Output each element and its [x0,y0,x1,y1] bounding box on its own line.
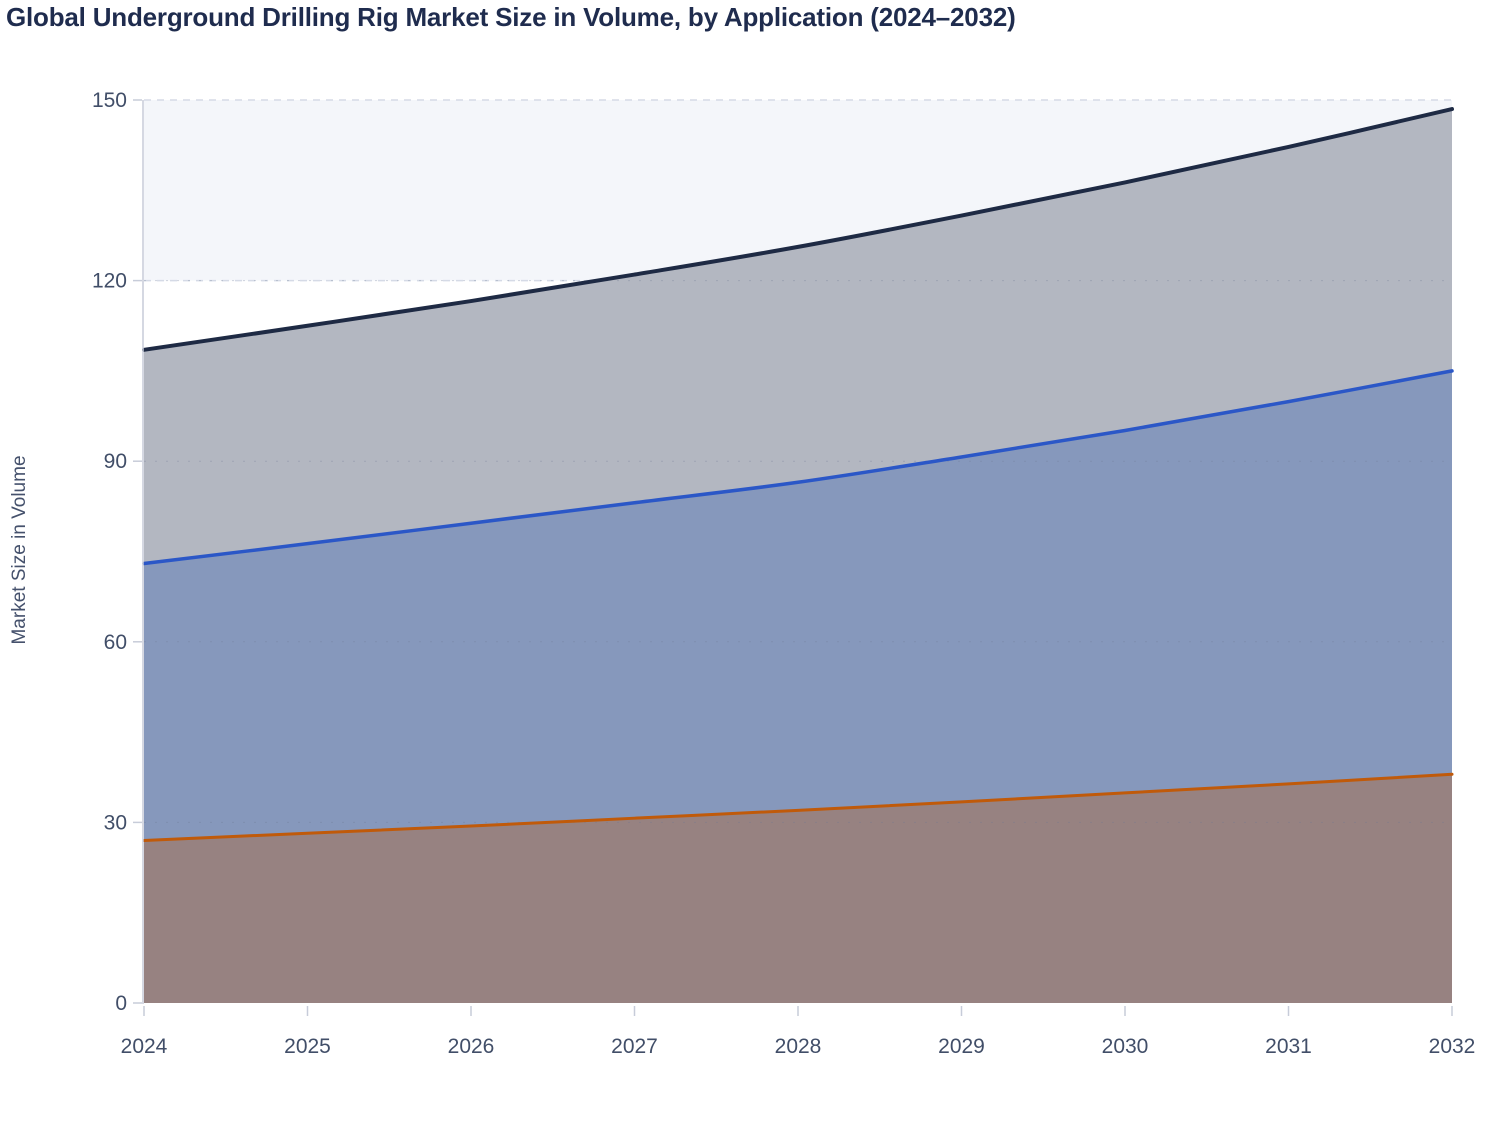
area-application-2-middle [144,370,1452,841]
line-application-2-middle [142,369,1454,566]
x-tick-label: 2029 [938,1035,985,1058]
y-tick-label: 30 [104,811,127,834]
x-tick-label: 2028 [775,1035,822,1058]
x-tick-label: 2030 [1102,1035,1149,1058]
x-tick-label: 2032 [1429,1035,1476,1058]
y-tick-label: 120 [92,270,127,293]
y-tick-label: 90 [104,450,127,473]
x-tick-label: 2024 [121,1035,168,1058]
x-tick-label: 2031 [1265,1035,1312,1058]
y-tick-label: 0 [115,992,127,1015]
chart-title: Global Underground Drilling Rig Market S… [6,2,1016,32]
x-tick-label: 2025 [284,1035,331,1058]
line-application-3-top [142,107,1454,352]
x-tick-label: 2027 [611,1035,658,1058]
area-application-1-bottom [144,774,1452,1003]
line-application-1-bottom [142,772,1454,842]
y-axis-title: Market Size in Volume [9,455,30,645]
y-tick-label: 150 [92,89,127,112]
y-tick-label: 60 [104,631,127,654]
x-tick-label: 2026 [448,1035,495,1058]
area-application-3-top [144,109,1452,564]
